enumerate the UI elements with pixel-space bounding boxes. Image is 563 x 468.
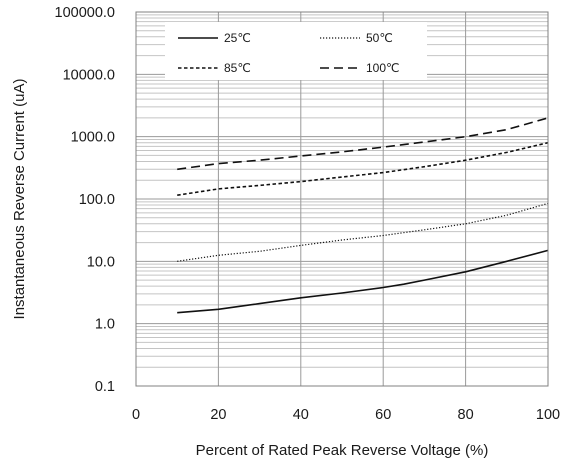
x-tick-label: 60 — [375, 407, 391, 423]
series-line-4 — [177, 117, 549, 171]
plot-area-border — [135, 11, 549, 387]
legend-label: 50℃ — [366, 31, 393, 45]
x-tick-label: 0 — [132, 407, 140, 423]
y-tick-label: 1000.0 — [71, 130, 115, 146]
x-axis-title: Percent of Rated Peak Reverse Voltage (%… — [196, 442, 489, 459]
y-tick-label: 100.0 — [79, 192, 115, 208]
y-tick-label: 100000.0 — [55, 5, 115, 21]
legend-label: 100℃ — [366, 61, 400, 75]
series-line-3 — [177, 141, 549, 196]
y-tick-label: 10000.0 — [63, 67, 115, 83]
y-tick-label: 10.0 — [87, 254, 115, 270]
series-line-2 — [177, 202, 549, 262]
x-tick-label: 100 — [536, 407, 560, 423]
y-axis-title: Instantaneous Reverse Current (uA) — [11, 79, 28, 320]
legend: 25℃ 50℃ 85℃ 100℃ — [165, 22, 427, 80]
x-tick-label: 80 — [458, 407, 474, 423]
series-lines — [177, 117, 549, 314]
tick-labels: 0 20 40 60 80 100 0.1 1.0 10.0 100.0 1000.0 10000.0… — [55, 5, 561, 423]
legend-box — [165, 22, 427, 80]
y-tick-label: 1.0 — [95, 317, 115, 333]
x-tick-label: 20 — [210, 407, 226, 423]
x-tick-label: 40 — [293, 407, 309, 423]
grid — [135, 12, 549, 387]
y-tick-label: 0.1 — [95, 379, 115, 395]
legend-label: 25℃ — [224, 31, 251, 45]
series-line-1 — [177, 249, 549, 314]
legend-label: 85℃ — [224, 61, 251, 75]
